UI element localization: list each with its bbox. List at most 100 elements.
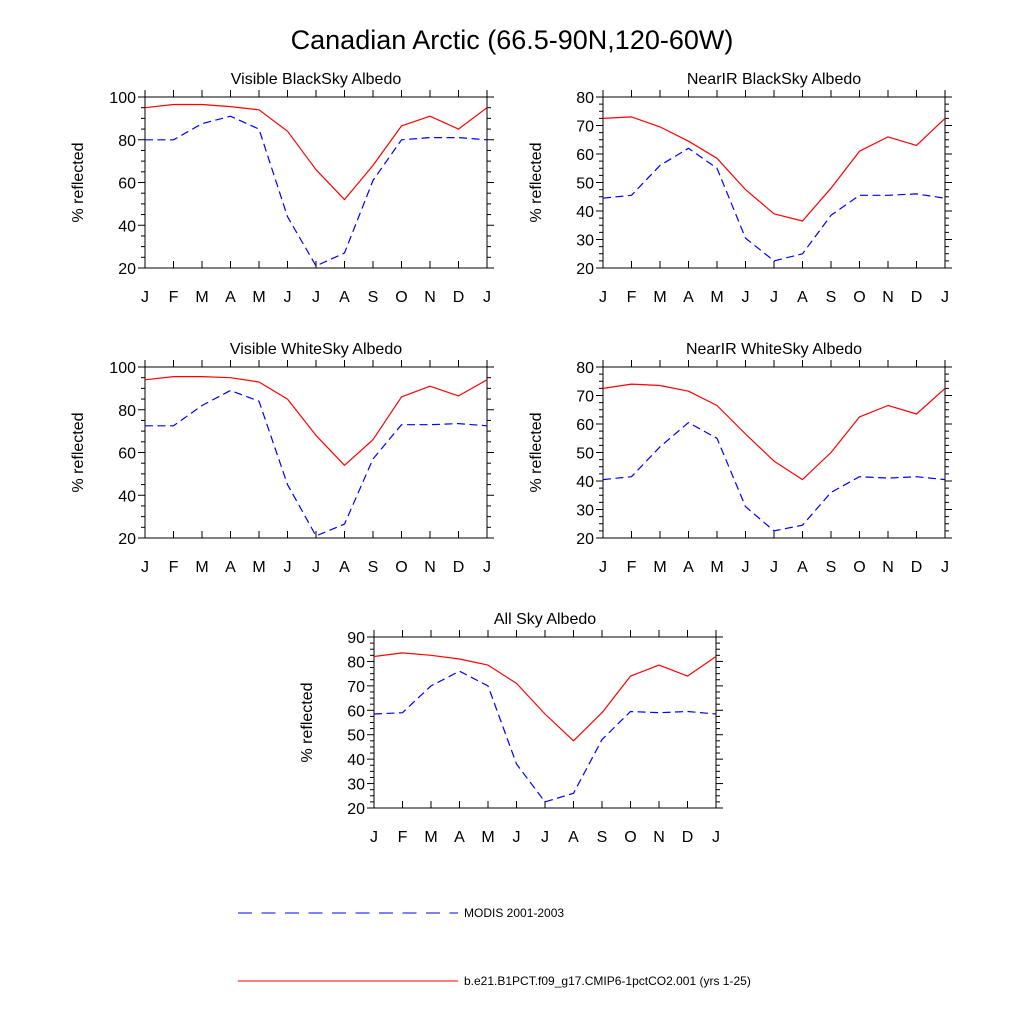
y-tick-label: 90 xyxy=(347,630,365,647)
y-tick-label: 40 xyxy=(576,474,594,491)
x-tick-label: O xyxy=(853,559,865,576)
x-tick-label: S xyxy=(826,289,837,306)
x-tick-label: A xyxy=(454,829,465,846)
y-tick-label: 80 xyxy=(118,133,136,150)
plot-frame xyxy=(144,96,488,269)
x-tick-label: A xyxy=(683,289,694,306)
x-tick-label: O xyxy=(395,559,407,576)
x-tick-label: J xyxy=(770,289,778,306)
x-tick-label: N xyxy=(882,559,894,576)
x-tick-label: M xyxy=(481,829,494,846)
x-tick-label: M xyxy=(653,559,666,576)
x-tick-label: N xyxy=(882,289,894,306)
x-tick-label: J xyxy=(599,289,607,306)
y-tick-label: 60 xyxy=(118,446,136,463)
x-tick-label: N xyxy=(424,289,436,306)
x-tick-label: F xyxy=(169,559,179,576)
series-line-model xyxy=(144,103,488,201)
x-tick-label: D xyxy=(682,829,694,846)
x-tick-label: S xyxy=(826,559,837,576)
x-tick-label: J xyxy=(141,289,149,306)
y-tick-label: 80 xyxy=(576,90,594,107)
y-tick-label: 20 xyxy=(118,261,136,278)
x-tick-label: S xyxy=(368,289,379,306)
y-tick-label: 70 xyxy=(347,679,365,696)
y-tick-label: 30 xyxy=(576,233,594,250)
series-line-modis xyxy=(602,147,946,262)
x-tick-label: D xyxy=(453,289,465,306)
x-tick-label: J xyxy=(141,559,149,576)
y-axis-label: % reflected xyxy=(70,412,87,492)
series-line-model xyxy=(602,116,946,222)
y-tick-label: 60 xyxy=(576,147,594,164)
x-tick-label: O xyxy=(395,289,407,306)
y-tick-label: 80 xyxy=(118,403,136,420)
x-tick-label: M xyxy=(252,559,265,576)
panel-title: NearIR WhiteSky Albedo xyxy=(686,341,862,358)
y-axis-label: % reflected xyxy=(528,412,545,492)
x-tick-label: S xyxy=(368,559,379,576)
series-line-modis xyxy=(602,422,946,532)
figure-title: Canadian Arctic (66.5-90N,120-60W) xyxy=(291,25,734,55)
x-tick-label: A xyxy=(225,289,236,306)
series-line-model xyxy=(373,652,717,742)
x-tick-label: M xyxy=(252,289,265,306)
y-tick-label: 80 xyxy=(576,360,594,377)
x-tick-label: A xyxy=(797,289,808,306)
y-tick-label: 60 xyxy=(576,417,594,434)
plot-frame xyxy=(373,636,717,809)
y-tick-label: 80 xyxy=(347,654,365,671)
x-tick-label: N xyxy=(424,559,436,576)
y-tick-label: 20 xyxy=(576,261,594,278)
x-tick-label: D xyxy=(911,289,923,306)
x-tick-label: A xyxy=(568,829,579,846)
y-tick-label: 40 xyxy=(118,488,136,505)
x-tick-label: J xyxy=(712,829,720,846)
x-tick-label: J xyxy=(483,289,491,306)
x-tick-label: M xyxy=(195,559,208,576)
panel-title: All Sky Albedo xyxy=(494,611,596,628)
x-tick-label: A xyxy=(683,559,694,576)
y-tick-label: 20 xyxy=(118,531,136,548)
x-tick-label: D xyxy=(911,559,923,576)
y-tick-label: 50 xyxy=(576,176,594,193)
x-tick-label: J xyxy=(941,289,949,306)
x-tick-label: M xyxy=(195,289,208,306)
x-tick-label: O xyxy=(853,289,865,306)
x-tick-label: A xyxy=(797,559,808,576)
x-tick-label: D xyxy=(453,559,465,576)
x-tick-label: M xyxy=(424,829,437,846)
series-line-modis xyxy=(145,389,488,537)
x-tick-label: J xyxy=(941,559,949,576)
x-tick-label: J xyxy=(541,829,549,846)
y-tick-label: 20 xyxy=(576,531,594,548)
y-tick-label: 40 xyxy=(576,204,594,221)
plot-frame xyxy=(144,366,488,539)
x-tick-label: J xyxy=(770,559,778,576)
legend: MODIS 2001-2003 b.e21.B1PCT.f09_g17.CMIP… xyxy=(238,906,751,988)
y-tick-label: 40 xyxy=(347,752,365,769)
y-tick-label: 50 xyxy=(347,728,365,745)
y-axis-label: % reflected xyxy=(528,142,545,222)
y-tick-label: 60 xyxy=(347,703,365,720)
y-tick-label: 100 xyxy=(109,360,136,377)
y-tick-label: 100 xyxy=(109,90,136,107)
legend-label-modis: MODIS 2001-2003 xyxy=(464,906,564,920)
y-tick-label: 30 xyxy=(576,503,594,520)
x-tick-label: A xyxy=(339,289,350,306)
y-tick-label: 70 xyxy=(576,389,594,406)
x-tick-label: F xyxy=(627,559,637,576)
plot-frame xyxy=(602,366,946,539)
x-tick-label: A xyxy=(225,559,236,576)
series-line-model xyxy=(602,383,946,481)
x-tick-label: J xyxy=(599,559,607,576)
x-tick-label: J xyxy=(483,559,491,576)
y-tick-label: 60 xyxy=(118,176,136,193)
legend-label-model: b.e21.B1PCT.f09_g17.CMIP6-1pctCO2.001 (y… xyxy=(464,974,751,988)
series-line-model xyxy=(144,376,488,466)
x-tick-label: J xyxy=(312,559,320,576)
